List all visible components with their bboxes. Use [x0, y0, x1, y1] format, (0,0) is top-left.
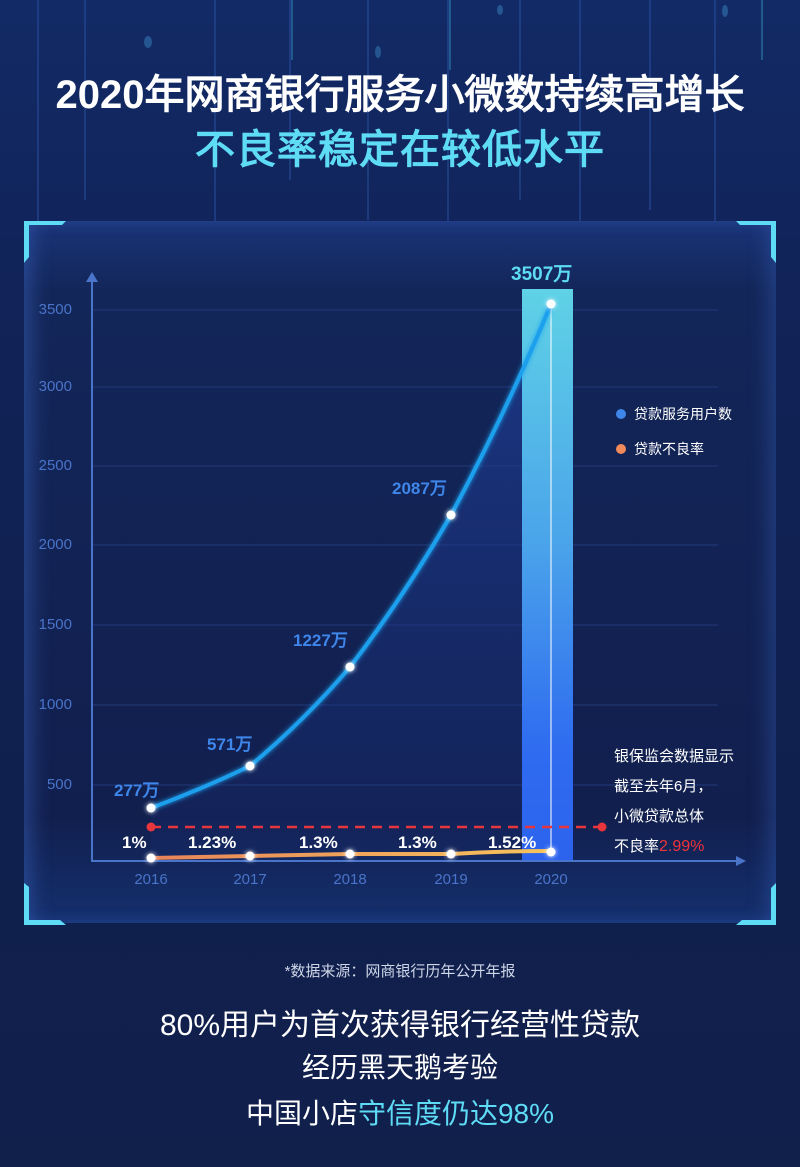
- footer-line-3-prefix: 中国小店: [245, 1098, 358, 1129]
- note-prefix: 不良率: [614, 838, 660, 855]
- npl-value-label: 1.52%: [488, 833, 537, 852]
- reference-annotation: 银保监会数据显示 截至去年6月， 小微贷款总体 不良率2.99%: [614, 742, 734, 862]
- x-tick: 2020: [534, 871, 568, 888]
- corner-bracket-bottom-right: [736, 883, 776, 925]
- users-value-label: 2087万: [392, 479, 447, 498]
- y-tick: 500: [46, 776, 72, 793]
- footer-line-1: 80%用户为首次获得银行经营性贷款: [159, 1009, 641, 1042]
- users-value-label-highlight: 3507万: [511, 264, 573, 285]
- legend-item-users: 贷款服务用户数: [616, 404, 732, 424]
- note-line: 银保监会数据显示: [614, 748, 735, 765]
- corner-bracket-bottom-left: [24, 883, 66, 925]
- x-tick: 2018: [333, 871, 367, 888]
- footer-line-3-highlight: 守信度仍达98%: [357, 1098, 555, 1129]
- x-tick: 2019: [434, 871, 468, 888]
- users-value-label: 277万: [114, 781, 160, 800]
- note-line: 小微贷款总体: [614, 808, 705, 825]
- legend-item-npl: 贷款不良率: [616, 439, 704, 459]
- highlight-bar-2020: [522, 289, 573, 861]
- footer-line-3: 中国小店守信度仍达98%: [0, 1092, 800, 1132]
- y-tick: 1500: [38, 616, 72, 633]
- y-tick: 1000: [38, 696, 72, 713]
- note-line: 截至去年6月，: [614, 778, 713, 795]
- corner-bracket-top-right: [736, 221, 776, 263]
- legend-label: 贷款服务用户数: [634, 406, 732, 422]
- legend-label: 贷款不良率: [634, 441, 704, 457]
- users-value-label: 571万: [207, 735, 253, 754]
- legend-dot-icon: [616, 444, 626, 454]
- y-tick: 2500: [38, 457, 72, 474]
- page-subtitle: 不良率稳定在较低水平: [195, 128, 605, 172]
- npl-line: [150, 849, 552, 860]
- legend-dot-icon: [616, 409, 626, 419]
- npl-value-label: 1.23%: [188, 833, 237, 852]
- y-axis-arrow-icon: [86, 272, 98, 282]
- y-tick: 3500: [38, 301, 72, 318]
- y-tick: 2000: [38, 536, 72, 553]
- x-axis-arrow-icon: [736, 856, 746, 866]
- npl-value-label: 1.3%: [299, 833, 338, 852]
- corner-bracket-top-left: [24, 221, 66, 263]
- note-rate-value: 2.99%: [659, 838, 705, 855]
- footer-line-2: 经历黑天鹅考验: [301, 1052, 498, 1083]
- note-line: 不良率2.99%: [614, 832, 734, 862]
- y-tick: 3000: [38, 378, 72, 395]
- npl-value-label: 1.3%: [398, 833, 437, 852]
- users-value-label: 1227万: [293, 631, 348, 650]
- page-title: 2020年网商银行服务小微数持续高增长: [55, 73, 745, 117]
- npl-value-label: 1%: [122, 833, 147, 852]
- data-source: *数据来源：网商银行历年公开年报: [284, 963, 516, 980]
- x-tick: 2016: [134, 871, 168, 888]
- users-line: [150, 303, 553, 810]
- x-tick: 2017: [233, 871, 267, 888]
